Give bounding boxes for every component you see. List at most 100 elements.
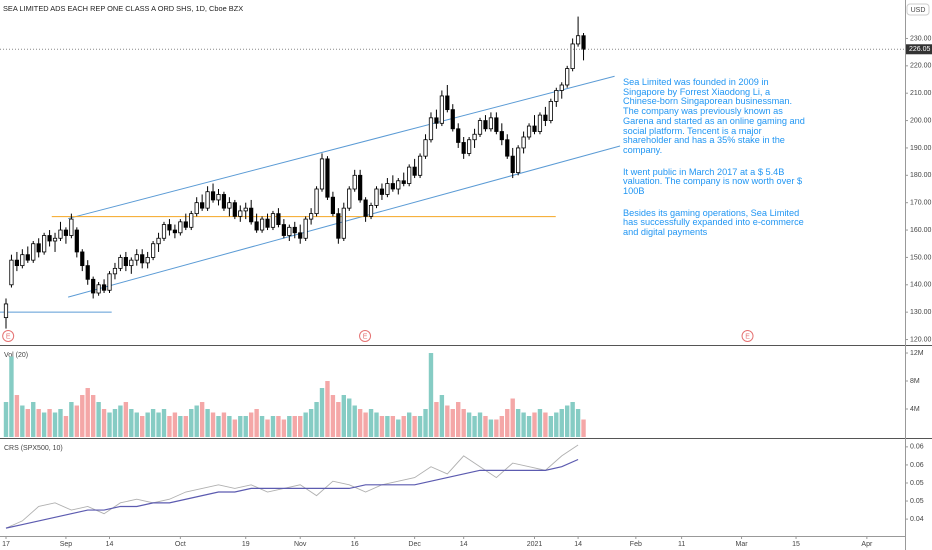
volume-bar [401,416,406,437]
volume-bar [379,416,385,437]
volume-bar [156,412,161,437]
volume-bar [129,409,134,437]
volume-bar [96,402,101,437]
volume-bar [90,395,96,437]
volume-bar [199,402,205,437]
volume-bar [238,416,243,437]
volume-bar [341,395,347,437]
y-tick-label: 0.05 [910,498,924,505]
volume-bar [107,412,112,437]
volume-bar [74,405,80,437]
x-tick-label: Mar [736,541,749,548]
candle-body [330,196,336,215]
volume-bar [374,412,379,437]
y-tick-label: 180.00 [910,172,932,179]
candle-body [456,128,461,143]
volume-bar [248,412,254,437]
candle-body [407,166,412,184]
volume-bar [537,409,543,437]
volume-bar [9,356,14,437]
volume-bar [287,416,292,437]
volume-bar [445,405,450,437]
volume-bar [303,412,308,437]
candle-body [123,257,128,267]
volume-bar [41,412,47,437]
candle-body [254,221,259,231]
volume-bar [221,412,227,437]
crs-line [5,458,579,529]
candle-body [112,267,118,275]
volume-bar [336,402,341,437]
volume-bar [134,412,139,437]
volume-bar [494,419,499,437]
y-tick-label: 210.00 [910,90,932,97]
candle-body [259,218,265,231]
y-tick-label: 0.05 [910,480,924,487]
volume-bar [254,409,259,437]
candle-body [265,218,270,228]
candle-body [118,257,123,269]
candle-body [472,133,477,141]
candle-body [101,284,107,291]
crs-title: CRS (SPX500, 10) [4,445,63,452]
volume-bar [314,402,319,437]
volume-bar [123,402,129,437]
volume-bar [406,412,412,437]
candle-body [129,259,134,267]
candle-body [505,139,510,157]
volume-bar [559,409,564,437]
candle-body [298,232,303,239]
candle-body [319,158,325,190]
volume-title: Vol (20) [4,352,28,359]
volume-bar [63,416,69,437]
x-tick-label: 17 [2,541,10,548]
candle-body [352,174,357,190]
candle-body [483,120,488,130]
y-tick-label: 8M [910,378,920,385]
candle-body [172,229,177,234]
candle-body [156,237,161,245]
volume-bar [423,409,428,437]
volume-bar [161,409,167,437]
volume-bar [25,409,30,437]
volume-bar [270,416,276,437]
volume-bar [101,409,107,437]
volume-bar [483,416,488,437]
candle-body [140,254,145,264]
candle-body [161,224,167,239]
candle-body [189,213,194,228]
candle-body [439,95,444,124]
volume-bar [554,412,559,437]
candle-body [336,213,341,239]
y-tick-label: 0.06 [910,462,924,469]
candle-body [9,259,14,286]
volume-bar [385,416,390,437]
volume-bar [52,412,58,437]
volume-bar [14,395,20,437]
candle-body [434,117,439,124]
y-tick-label: 160.00 [910,227,932,234]
y-tick-label: 220.00 [910,63,932,70]
volume-bar [466,412,472,437]
y-tick-label: 120.00 [910,336,932,343]
volume-bar [390,416,396,437]
volume-bar [210,412,216,437]
candle-body [412,166,417,176]
candle-body [461,142,466,154]
volume-bar [298,416,303,437]
volume-bar [58,409,63,437]
volume-bar [417,416,423,437]
volume-bar [216,416,221,437]
volume-bar [259,416,265,437]
volume-bar [330,395,336,437]
currency-box [906,3,930,16]
volume-bar [140,416,145,437]
y-tick-label: 0.06 [910,444,924,451]
candle-body [396,180,401,190]
candle-body [91,278,96,294]
candle-body [303,218,308,239]
earnings-label: E [745,333,750,340]
candle-body [554,90,559,102]
annotation: Sea Limited was founded in 2009 in Singa… [623,77,807,250]
